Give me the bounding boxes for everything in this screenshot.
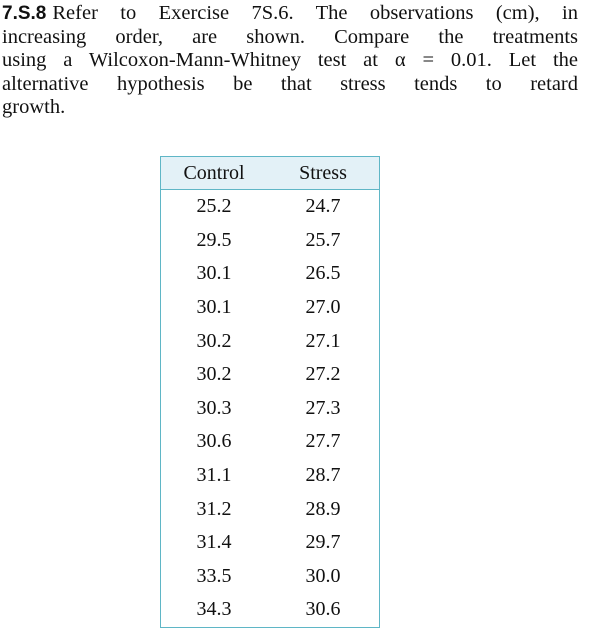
table-row: 30.6 27.7 bbox=[161, 425, 380, 459]
data-table: Control Stress 25.2 24.7 29.5 25.7 30.1 26.5 30… bbox=[160, 156, 380, 628]
table-cell: 33.5 bbox=[196, 564, 232, 587]
table-row: 31.2 28.9 bbox=[161, 492, 380, 526]
exercise-text: 7.S.8 Refer to Exercise 7S.6. The observa… bbox=[2, 2, 578, 120]
table-cell: 30.2 bbox=[196, 329, 232, 352]
table-cell: 28.7 bbox=[305, 464, 341, 487]
table-cell: 30.2 bbox=[196, 363, 232, 386]
text-line: 7.S.8 Refer to Exercise 7S.6. The observa… bbox=[2, 2, 578, 26]
table-row: 25.2 24.7 bbox=[161, 190, 380, 224]
line-text: increasing order, are shown. Compare the… bbox=[2, 25, 578, 48]
table-cell: 27.3 bbox=[305, 396, 341, 419]
table-row: 30.1 27.0 bbox=[161, 291, 380, 325]
table-row: 30.2 27.2 bbox=[161, 358, 380, 392]
table-cell: 27.1 bbox=[305, 329, 341, 352]
table-cell: 25.7 bbox=[305, 228, 341, 251]
table-cell: 24.7 bbox=[305, 195, 341, 218]
table-cell: 34.3 bbox=[196, 598, 232, 621]
column-header: Stress bbox=[267, 156, 380, 190]
table-row: 33.5 30.0 bbox=[161, 560, 380, 594]
text-line: growth. bbox=[2, 96, 578, 120]
table-cell: 25.2 bbox=[196, 195, 232, 218]
table-cell: 29.5 bbox=[196, 228, 232, 251]
line-text: alternative hypothesis be that stress te… bbox=[2, 72, 578, 95]
line-text: growth. bbox=[2, 96, 66, 118]
table-cell: 30.1 bbox=[196, 262, 232, 285]
text-line: increasing order, are shown. Compare the… bbox=[2, 26, 578, 50]
table-cell: 31.1 bbox=[196, 464, 232, 487]
table-row: 31.4 29.7 bbox=[161, 526, 380, 560]
table-cell: 28.9 bbox=[305, 497, 341, 520]
exercise-number: 7.S.8 bbox=[2, 3, 47, 24]
table-cell: 27.2 bbox=[305, 363, 341, 386]
table-cell: 30.1 bbox=[196, 296, 232, 319]
table-cell: 30.6 bbox=[196, 430, 232, 453]
table-row: 30.1 26.5 bbox=[161, 257, 380, 291]
table-row: 29.5 25.7 bbox=[161, 224, 380, 258]
table-cell: 27.0 bbox=[305, 296, 341, 319]
text-line: using a Wilcoxon-Mann-Whitney test at α … bbox=[2, 49, 578, 73]
table-row: 30.2 27.1 bbox=[161, 324, 380, 358]
line-text: using a Wilcoxon-Mann-Whitney test at α … bbox=[2, 49, 578, 71]
table-cell: 29.7 bbox=[305, 531, 341, 554]
table-cell: 30.3 bbox=[196, 396, 232, 419]
table-row: 30.3 27.3 bbox=[161, 392, 380, 426]
table-cell: 30.0 bbox=[305, 564, 341, 587]
header-row: Control Stress bbox=[160, 156, 380, 190]
column-header: Control bbox=[160, 156, 267, 190]
table-row: 31.1 28.7 bbox=[161, 459, 380, 493]
line-text: Refer to Exercise 7S.6. The observations… bbox=[52, 2, 578, 24]
table-cell: 31.4 bbox=[196, 531, 232, 554]
table-cell: 31.2 bbox=[196, 497, 232, 520]
table-cell: 26.5 bbox=[305, 262, 341, 285]
table-row: 34.3 30.6 bbox=[161, 593, 380, 627]
table-cell: 27.7 bbox=[305, 430, 341, 453]
table-cell: 30.6 bbox=[305, 598, 341, 621]
text-line: alternative hypothesis be that stress te… bbox=[2, 73, 578, 97]
